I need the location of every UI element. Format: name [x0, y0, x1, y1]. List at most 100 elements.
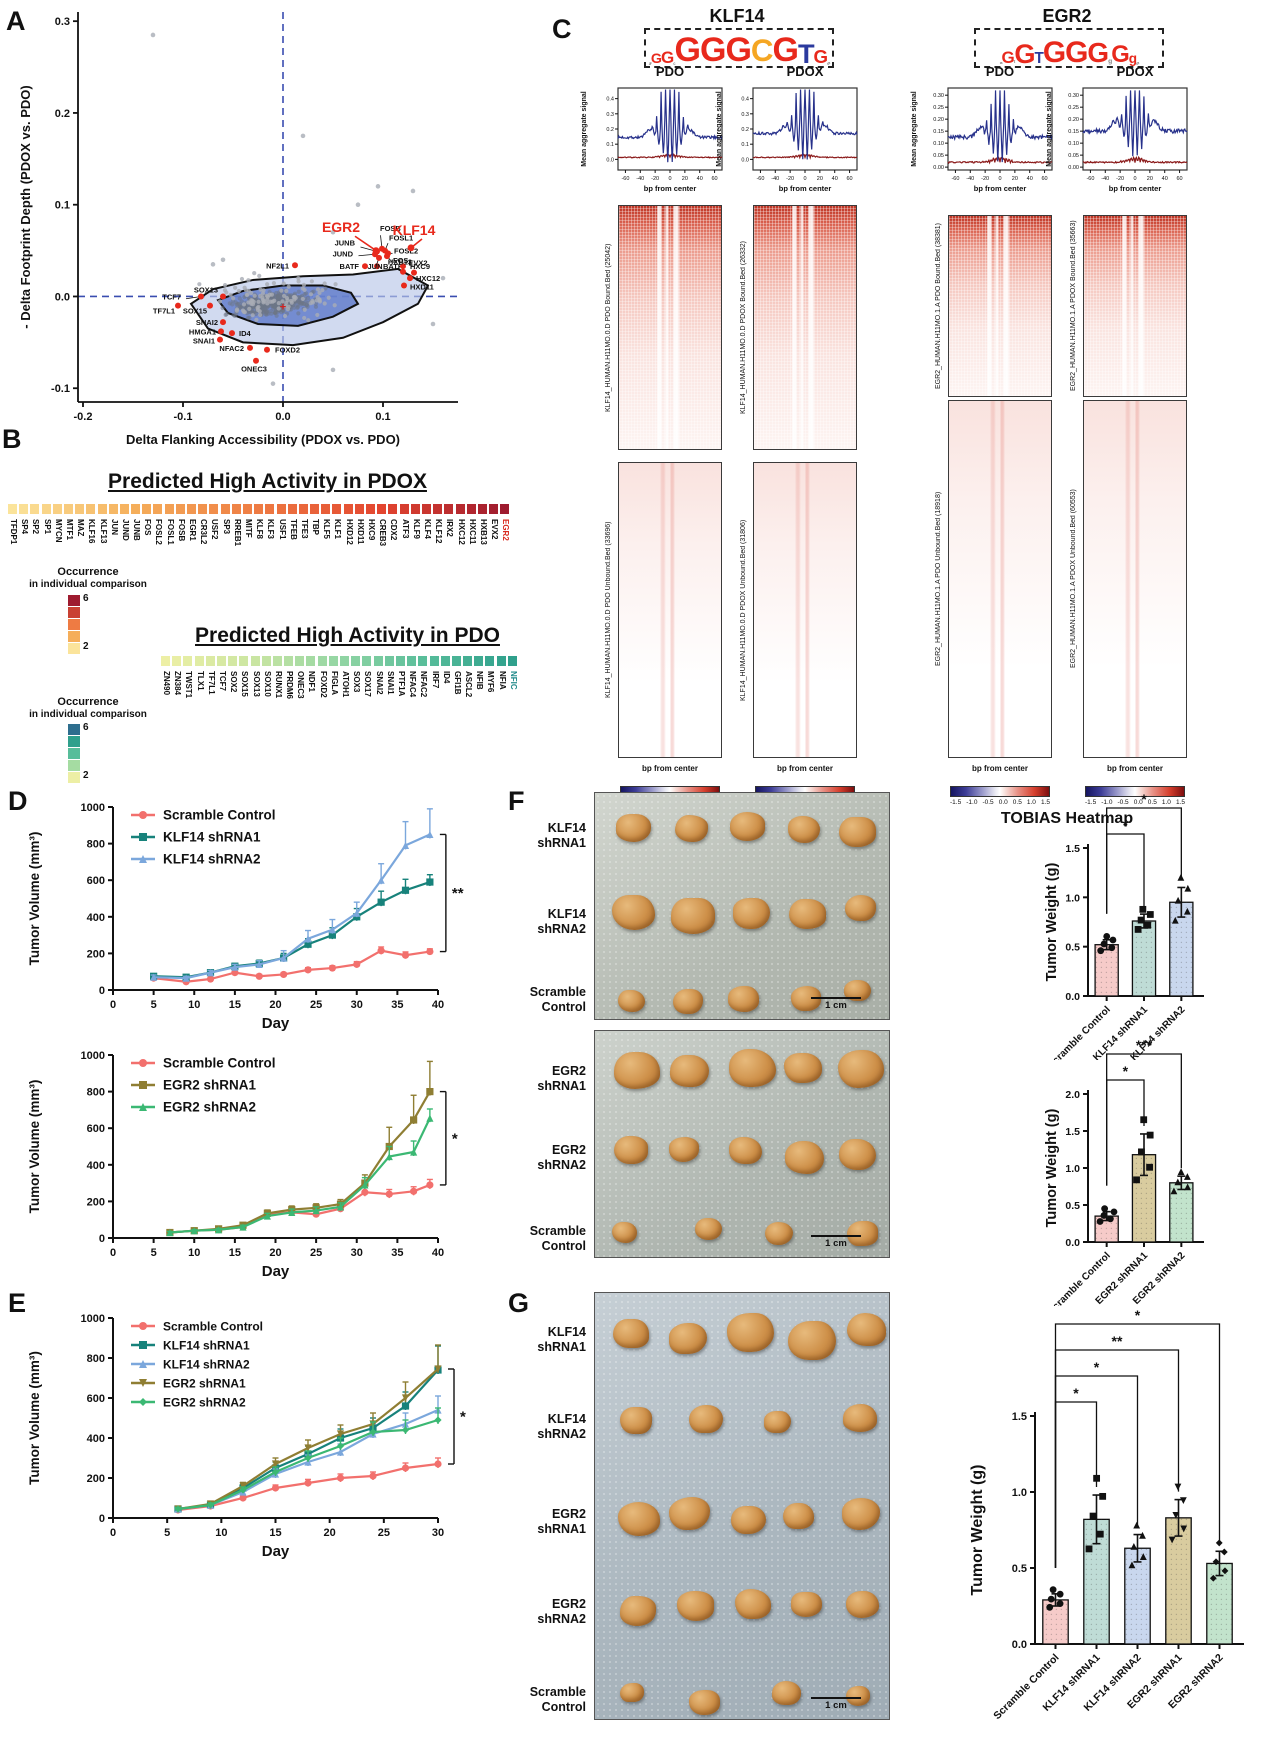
aggregate-signal-plot: 0.0 0.1 0.2 0.3 0.4 -60 -40 -20 0 20 40 60 bp from c… — [716, 87, 858, 193]
column-header: PDO — [985, 64, 1015, 79]
svg-text:0.05: 0.05 — [1068, 153, 1079, 159]
pdox-occurrence-line1: Occurrence — [57, 566, 119, 578]
activity-square — [63, 504, 73, 514]
tf-label: KLF12 — [434, 519, 444, 544]
tumor-blob — [729, 1049, 776, 1088]
activity-square — [175, 504, 185, 514]
activity-square — [86, 504, 96, 514]
activity-square — [332, 504, 342, 514]
activity-square — [198, 504, 208, 514]
pdox-activity-title: Predicted High Activity in PDOX — [108, 470, 427, 493]
activity-square — [216, 656, 226, 666]
bp-from-center-label: bp from center — [1106, 764, 1163, 773]
tf-label: IRX2 — [445, 519, 455, 537]
scale-bar: 1 cm — [811, 997, 861, 1011]
svg-text:5: 5 — [151, 999, 157, 1011]
activity-square — [463, 656, 473, 666]
motif-letter: G — [1111, 40, 1129, 68]
tumor-volume-chart-egr2: 0 200 400 600 800 1000 0 5 10 15 20 25 30 35 40 Day Tumo… — [27, 1050, 458, 1280]
svg-text:FOS: FOS — [393, 256, 408, 265]
tf-label: SP2 — [31, 519, 41, 535]
motif-letter: T — [1034, 50, 1044, 67]
colorbar-tick: -0.5 — [1117, 799, 1129, 806]
activity-square — [362, 656, 372, 666]
svg-text:-40: -40 — [1101, 176, 1109, 182]
svg-text:0.0: 0.0 — [55, 291, 70, 303]
tf-label: TFDP1 — [9, 519, 18, 545]
svg-text:0.30: 0.30 — [1068, 93, 1079, 99]
motif-letter: g — [1128, 51, 1137, 67]
tumor-volume-chart-klf14: 0 200 400 600 800 1000 0 5 10 15 20 25 30 35 40 Day Tumo… — [27, 802, 464, 1032]
svg-text:JUNB: JUNB — [335, 239, 356, 248]
tf-label: FOSL2 — [154, 519, 164, 545]
motif-letter: G — [1065, 35, 1088, 69]
tumor-blob — [784, 1052, 822, 1084]
activity-square — [183, 656, 193, 666]
pdo-activity-labels: ZN490 ZN384 TWST1 TLX1 TF7L1 TCF7 SOX2 SOX15 SOX… — [161, 669, 519, 721]
svg-text:0.2: 0.2 — [606, 127, 614, 133]
svg-text:0.1: 0.1 — [606, 142, 614, 148]
svg-text:400: 400 — [87, 1433, 105, 1445]
scale-bar: 1 cm — [811, 1235, 861, 1249]
tf-label: HXD12 — [344, 519, 354, 545]
tumor-blob — [765, 1222, 793, 1245]
svg-text:KLF14 shRNA1: KLF14 shRNA1 — [163, 830, 261, 845]
svg-text:10: 10 — [188, 999, 200, 1011]
svg-text:30: 30 — [351, 999, 363, 1011]
tumor-blob — [844, 979, 871, 1002]
activity-square — [343, 504, 353, 514]
tf-label: SOX13 — [251, 671, 261, 697]
svg-text:20: 20 — [1147, 176, 1153, 182]
svg-text:KLF14 shRNA1: KLF14 shRNA1 — [163, 1339, 250, 1353]
svg-text:-0.1: -0.1 — [51, 383, 70, 395]
svg-text:20: 20 — [324, 1527, 336, 1539]
svg-text:Mean aggregate signal: Mean aggregate signal — [911, 91, 918, 167]
tf-label: RREB1 — [232, 519, 242, 547]
activity-square — [354, 504, 364, 514]
svg-text:Tumor Weight (g): Tumor Weight (g) — [969, 1465, 986, 1596]
motif-letter: G — [1087, 37, 1109, 69]
svg-text:*: * — [1123, 817, 1129, 833]
occurrence-scale-square — [68, 736, 80, 747]
occurrence-scale-square — [68, 748, 80, 759]
tumor-blob — [772, 1681, 802, 1706]
unbound-heatmap — [948, 400, 1052, 758]
svg-text:0: 0 — [110, 1247, 116, 1259]
svg-text:NFAC2: NFAC2 — [219, 344, 244, 353]
svg-text:0.0: 0.0 — [606, 157, 614, 163]
svg-text:0: 0 — [110, 1527, 116, 1539]
activity-square — [451, 656, 461, 666]
tf-label: ASCL2 — [464, 671, 474, 698]
svg-text:35: 35 — [391, 999, 403, 1011]
photo-row-label: Scramble Control — [529, 1685, 586, 1714]
svg-text:bp from center: bp from center — [779, 184, 832, 193]
svg-text:-20: -20 — [981, 176, 989, 182]
svg-text:15: 15 — [269, 1527, 281, 1539]
svg-text:0: 0 — [99, 1513, 105, 1525]
activity-square — [172, 656, 182, 666]
tumor-blob — [612, 895, 655, 930]
colorbar-tick: 1.0 — [1161, 799, 1171, 806]
activity-square — [254, 504, 264, 514]
svg-text:15: 15 — [229, 999, 241, 1011]
bound-heatmap — [618, 205, 722, 450]
panel-label-g: G — [508, 1288, 530, 1318]
motif-letter: G — [661, 47, 674, 67]
svg-text:bp from center: bp from center — [974, 184, 1027, 193]
tf-label: CREB3 — [378, 519, 388, 547]
tumor-blob — [671, 897, 716, 935]
svg-text:1.5: 1.5 — [1065, 843, 1080, 855]
tf-label: USF2 — [210, 519, 220, 540]
tf-label: HXD11 — [355, 519, 365, 545]
svg-text:800: 800 — [87, 839, 105, 851]
bound-heatmap-label: EGR2_HUMAN.H11MO.1.A PDO Bound.Bed (3838… — [935, 223, 942, 390]
svg-text:0: 0 — [668, 176, 671, 182]
activity-square — [388, 504, 398, 514]
svg-text:1000: 1000 — [81, 802, 105, 814]
activity-square — [276, 504, 286, 514]
svg-text:FOSB: FOSB — [380, 224, 401, 233]
svg-text:BATF: BATF — [383, 262, 403, 271]
